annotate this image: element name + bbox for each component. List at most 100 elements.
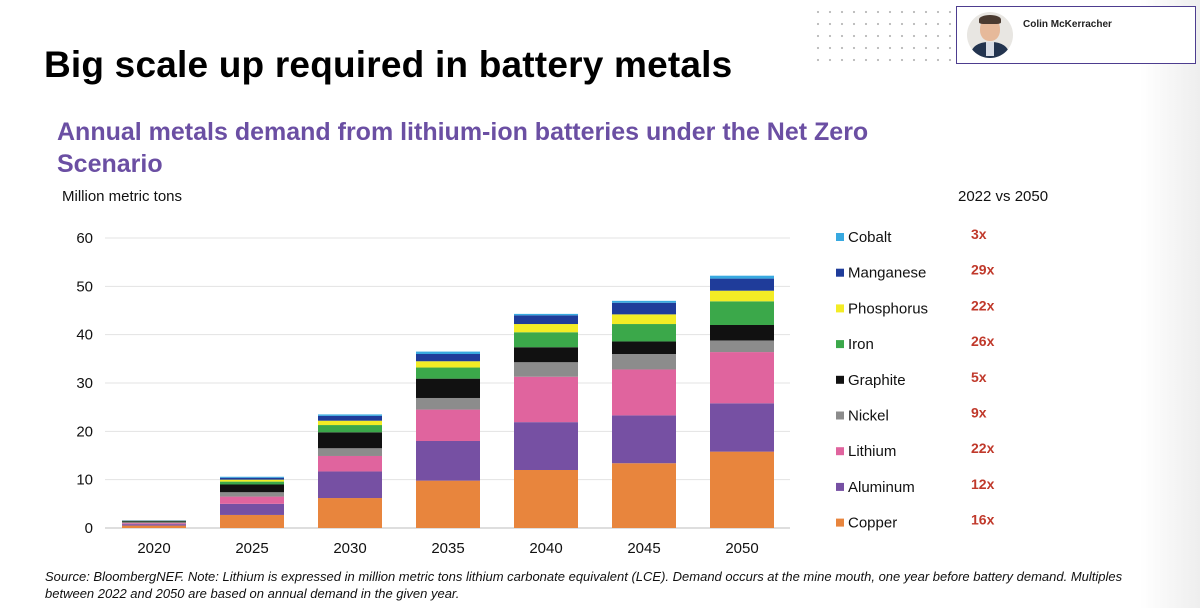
bar-segment-copper-2025 [220, 514, 284, 528]
bar-segment-manganese-2040 [514, 315, 578, 325]
bar-segment-lithium-2045 [612, 369, 676, 416]
bar-segment-copper-2035 [416, 480, 480, 528]
speaker-avatar [967, 12, 1013, 58]
legend-label-iron: Iron [848, 336, 874, 353]
bar-segment-nickel-2030 [318, 448, 382, 456]
x-tick-label-2030: 2030 [333, 540, 366, 557]
bar-segment-iron-2050 [710, 301, 774, 325]
bar-segment-lithium-2025 [220, 496, 284, 504]
y-tick-label-60: 60 [76, 230, 93, 247]
multiple-label-nickel: 9x [971, 405, 987, 421]
y-tick-label-30: 30 [76, 375, 93, 392]
bar-segment-aluminum-2025 [220, 503, 284, 515]
multiple-label-cobalt: 3x [971, 226, 987, 242]
bar-segment-manganese-2045 [612, 302, 676, 315]
legend-swatch-phosphorus [836, 304, 844, 313]
legend-swatch-cobalt [836, 233, 844, 241]
avatar-hair [979, 15, 1001, 24]
multiple-label-manganese: 29x [971, 262, 995, 278]
bar-segment-graphite-2040 [514, 347, 578, 363]
bar-segment-phosphorus-2025 [220, 479, 284, 482]
slide-title: Big scale up required in battery metals [44, 44, 733, 85]
bar-segment-cobalt-2030 [318, 414, 382, 416]
bar-segment-lithium-2030 [318, 455, 382, 472]
multiple-label-copper: 16x [971, 512, 995, 528]
bar-segment-manganese-2030 [318, 415, 382, 421]
legend-swatch-nickel [836, 411, 844, 420]
legend-label-copper: Copper [848, 515, 897, 532]
bar-segment-copper-2050 [710, 451, 774, 528]
multiple-label-lithium: 22x [971, 440, 995, 456]
bar-segment-copper-2030 [318, 498, 382, 528]
multiple-label-aluminum: 12x [971, 476, 995, 492]
y-axis-unit-label: Million metric tons [62, 188, 183, 205]
multiple-label-iron: 26x [971, 333, 995, 349]
bar-segment-graphite-2020 [122, 521, 186, 523]
legend-label-aluminum: Aluminum [848, 479, 915, 496]
decorative-dot-grid [812, 6, 952, 70]
bar-segment-copper-2040 [514, 470, 578, 528]
bar-segment-graphite-2030 [318, 432, 382, 449]
bar-segment-nickel-2050 [710, 340, 774, 353]
x-tick-label-2040: 2040 [529, 540, 562, 557]
x-tick-label-2020: 2020 [137, 540, 170, 557]
bar-segment-cobalt-2035 [416, 351, 480, 354]
x-tick-label-2025: 2025 [235, 540, 268, 557]
bar-segment-aluminum-2040 [514, 422, 578, 470]
bar-segment-phosphorus-2040 [514, 324, 578, 333]
bar-segment-phosphorus-2050 [710, 290, 774, 302]
x-tick-label-2050: 2050 [725, 540, 758, 557]
x-tick-label-2035: 2035 [431, 540, 464, 557]
source-note: Source: BloombergNEF. Note: Lithium is e… [45, 569, 1123, 601]
legend-label-graphite: Graphite [848, 372, 906, 389]
y-tick-label-20: 20 [76, 423, 93, 440]
bar-segment-phosphorus-2045 [612, 314, 676, 325]
multiple-label-graphite: 5x [971, 369, 987, 385]
legend-swatch-copper [836, 518, 844, 527]
bar-segment-aluminum-2045 [612, 415, 676, 464]
bar-segment-copper-2020 [122, 525, 186, 528]
bar-segment-lithium-2040 [514, 376, 578, 423]
legend-label-phosphorus: Phosphorus [848, 300, 928, 317]
legend-swatch-lithium [836, 447, 844, 456]
bar-segment-cobalt-2050 [710, 275, 774, 279]
bar-segment-manganese-2050 [710, 278, 774, 291]
bar-segment-manganese-2035 [416, 354, 480, 362]
bar-segment-graphite-2025 [220, 484, 284, 493]
bar-segment-graphite-2050 [710, 325, 774, 341]
multiple-label-phosphorus: 22x [971, 297, 995, 313]
y-tick-label-50: 50 [76, 278, 93, 295]
bar-segment-nickel-2035 [416, 397, 480, 410]
bar-segment-copper-2045 [612, 463, 676, 528]
legend-swatch-manganese [836, 268, 844, 277]
bar-segment-iron-2035 [416, 367, 480, 379]
bar-segment-aluminum-2050 [710, 403, 774, 452]
bar-segment-lithium-2050 [710, 352, 774, 404]
bar-segment-aluminum-2030 [318, 471, 382, 499]
bar-segment-graphite-2035 [416, 378, 480, 398]
multiples-header: 2022 vs 2050 [958, 188, 1049, 205]
legend-label-cobalt: Cobalt [848, 229, 892, 246]
bar-segment-nickel-2020 [122, 522, 186, 524]
bar-segment-cobalt-2025 [220, 476, 284, 478]
legend-label-lithium: Lithium [848, 443, 896, 460]
y-tick-label-40: 40 [76, 327, 93, 344]
bar-segment-cobalt-2045 [612, 300, 676, 303]
speaker-video-tile[interactable]: Colin McKerracher [956, 6, 1196, 64]
bar-segment-iron-2040 [514, 332, 578, 348]
legend-label-manganese: Manganese [848, 265, 926, 282]
bar-segment-aluminum-2035 [416, 441, 480, 481]
y-tick-label-10: 10 [76, 472, 93, 489]
legend-swatch-iron [836, 340, 844, 349]
bar-segment-iron-2045 [612, 324, 676, 342]
bar-segment-manganese-2025 [220, 477, 284, 480]
legend-swatch-graphite [836, 375, 844, 384]
bar-segment-iron-2030 [318, 425, 382, 433]
bar-segment-lithium-2035 [416, 409, 480, 441]
bar-segment-nickel-2045 [612, 354, 676, 370]
speaker-name: Colin McKerracher [1023, 19, 1112, 30]
slide-edge-shade [1140, 0, 1200, 608]
bar-segment-nickel-2040 [514, 362, 578, 377]
y-tick-label-0: 0 [85, 520, 93, 537]
